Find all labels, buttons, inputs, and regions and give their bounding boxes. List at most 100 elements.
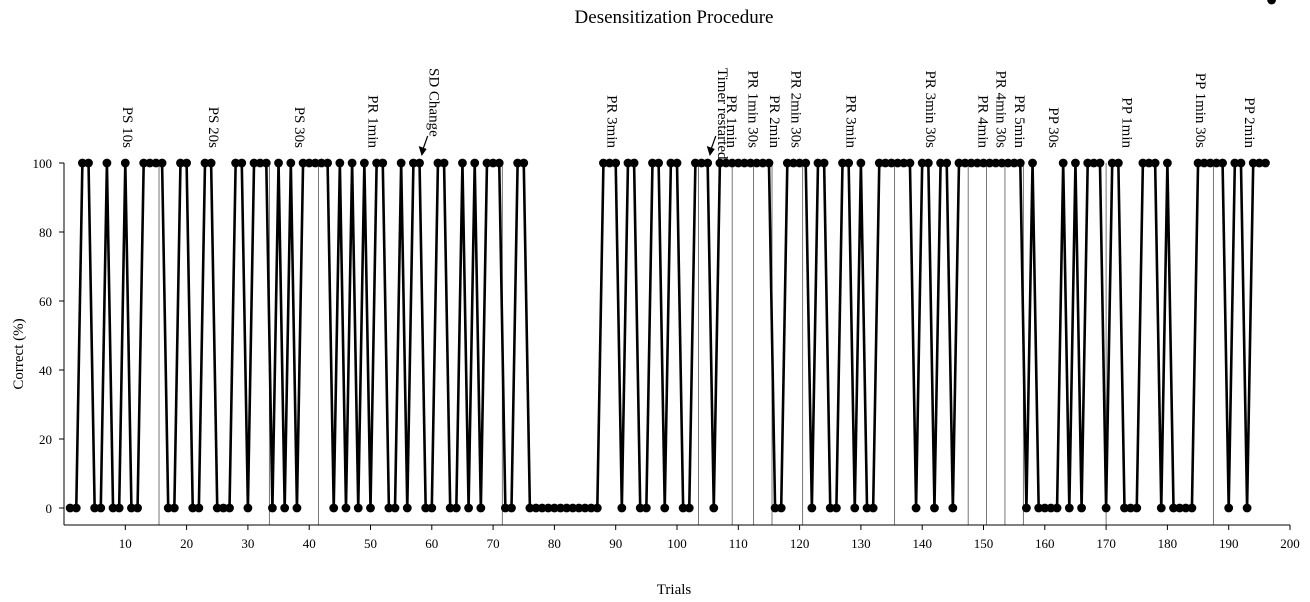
data-point — [317, 158, 326, 168]
data-point — [96, 503, 106, 513]
x-tick-label-50: 50 — [364, 536, 377, 551]
data-point — [120, 158, 130, 168]
data-point — [225, 503, 234, 513]
data-point — [451, 503, 461, 513]
data-point — [1267, 0, 1277, 5]
data-point — [611, 158, 621, 168]
data-point — [862, 503, 872, 513]
data-point — [1095, 158, 1105, 168]
data-point — [740, 158, 749, 168]
data-point — [1046, 503, 1056, 513]
data-point — [776, 503, 786, 513]
data-point — [641, 503, 651, 513]
data-point — [151, 158, 161, 168]
data-point — [286, 158, 296, 168]
x-tick-label-130: 130 — [851, 536, 871, 551]
data-point — [752, 158, 762, 168]
data-point — [1058, 158, 1068, 168]
data-point — [1205, 158, 1215, 168]
phase-label-9: PR 3min — [843, 95, 859, 148]
data-point — [65, 503, 75, 513]
phase-label-12: PR 4min 30s — [993, 70, 1009, 148]
data-point — [1169, 503, 1178, 513]
data-point — [893, 158, 903, 168]
data-point — [1071, 158, 1080, 168]
phase-label-15: PP 1min — [1118, 97, 1134, 148]
data-point — [341, 503, 351, 513]
data-point — [335, 158, 345, 168]
x-tick-label-30: 30 — [241, 536, 254, 551]
x-tick-label-140: 140 — [912, 536, 932, 551]
data-point — [372, 158, 382, 168]
data-point — [758, 158, 768, 168]
data-point — [396, 158, 406, 168]
series-line — [70, 161, 1266, 510]
data-point — [568, 503, 578, 513]
data-point — [733, 158, 743, 168]
data-point — [1156, 503, 1166, 513]
data-point — [145, 158, 155, 168]
data-point — [127, 503, 136, 513]
data-point — [930, 503, 939, 513]
data-point — [359, 158, 369, 168]
data-point — [243, 503, 253, 513]
x-tick-label-110: 110 — [729, 536, 748, 551]
data-point — [905, 158, 915, 168]
phase-label-0: PS 10s — [119, 107, 135, 148]
phase-label-14: PP 30s — [1045, 107, 1061, 148]
data-point — [1138, 158, 1148, 168]
data-point — [764, 158, 774, 168]
x-tick-label-120: 120 — [790, 536, 810, 551]
data-point — [1218, 158, 1227, 168]
data-point — [825, 503, 835, 513]
data-point — [543, 503, 553, 513]
data-point — [1193, 158, 1203, 168]
y-tick-label-40: 40 — [39, 363, 52, 378]
data-point — [795, 158, 804, 168]
data-point — [942, 158, 952, 168]
data-point — [703, 158, 713, 168]
phase-label-7: PR 2min — [766, 95, 782, 148]
data-point — [71, 503, 81, 513]
data-point — [807, 503, 817, 513]
data-point — [623, 158, 633, 168]
data-point — [605, 158, 614, 168]
data-point — [102, 158, 112, 168]
chart-title: Desensitization Procedure — [575, 7, 774, 28]
data-point — [513, 158, 523, 168]
data-point — [255, 158, 265, 168]
data-point — [697, 158, 706, 168]
data-point — [90, 503, 100, 513]
data-point — [654, 158, 664, 168]
data-point — [936, 158, 945, 168]
data-point — [1083, 158, 1093, 168]
data-point — [427, 503, 437, 513]
annotation-1: Timer restarted — [714, 68, 730, 160]
data-point — [1144, 158, 1154, 168]
data-point — [390, 503, 400, 513]
y-tick-label-20: 20 — [39, 432, 52, 447]
data-point — [237, 158, 247, 168]
data-point — [1040, 503, 1050, 513]
phase-label-8: PR 2min 30s — [787, 70, 803, 148]
data-point — [1261, 158, 1270, 168]
data-point — [856, 158, 866, 168]
data-point — [194, 503, 204, 513]
data-point — [666, 158, 676, 168]
x-tick-label-90: 90 — [609, 536, 622, 551]
data-point — [911, 503, 921, 513]
data-point — [991, 158, 1001, 168]
data-point — [617, 503, 627, 513]
data-point — [550, 503, 559, 513]
annotation-arrow-shaft-0 — [422, 135, 429, 151]
data-point — [1089, 158, 1099, 168]
phase-label-5: PR 1min — [723, 95, 739, 148]
data-point — [212, 503, 222, 513]
phase-label-1: PS 20s — [205, 107, 221, 148]
data-point — [409, 158, 418, 168]
data-point — [298, 158, 308, 168]
data-point — [672, 158, 682, 168]
data-point — [1003, 158, 1013, 168]
y-tick-label-80: 80 — [39, 225, 52, 240]
series-correct — [65, 0, 1277, 513]
